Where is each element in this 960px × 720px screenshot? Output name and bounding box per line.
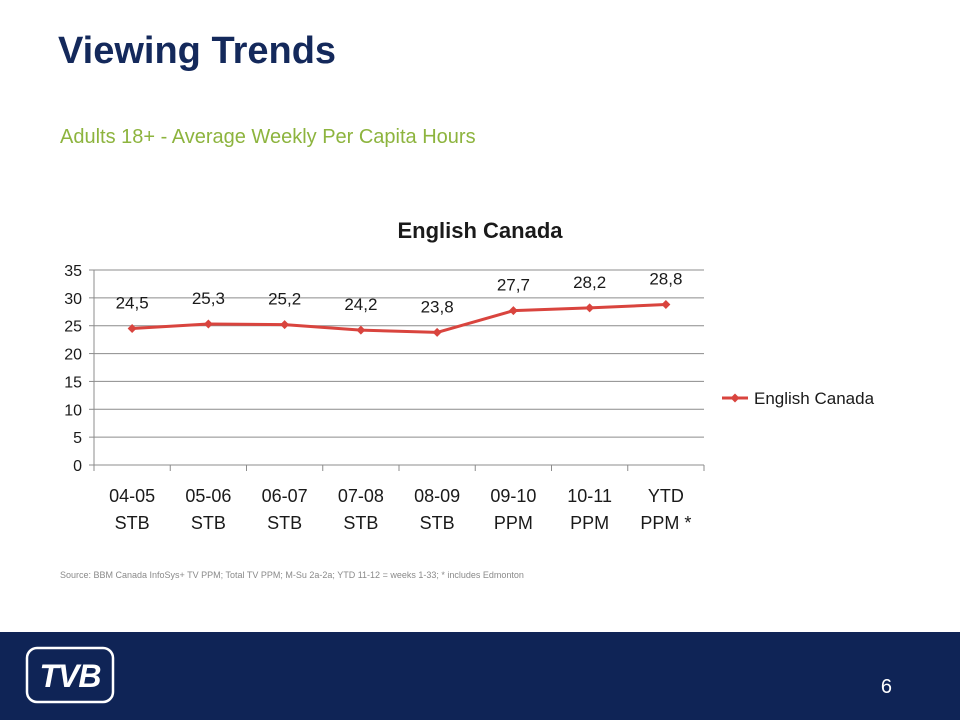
y-tick-label: 20: [64, 347, 82, 364]
chart-gridlines: [94, 269, 704, 438]
slide-subtitle: Adults 18+ - Average Weekly Per Capita H…: [60, 126, 476, 148]
y-tick-label: 0: [73, 458, 82, 475]
series-line: [132, 303, 666, 334]
page-number: 6: [880, 676, 892, 698]
legend-label: English Canada: [754, 389, 875, 408]
y-tick-label: 35: [64, 263, 82, 280]
chart-axes: [89, 269, 705, 471]
tvb-logo: TVB: [25, 646, 115, 704]
footer-bar: TVB 6: [0, 632, 960, 720]
data-label: 24,2: [344, 295, 377, 314]
data-point-marker: [585, 303, 595, 313]
data-label: 28,8: [649, 270, 682, 289]
y-tick-label: 15: [64, 374, 82, 391]
data-label: 25,3: [192, 289, 225, 308]
x-tick-label: 07-08 STB: [338, 486, 384, 533]
data-point-marker: [127, 324, 137, 333]
x-tick-label: YTD PPM *: [640, 486, 691, 533]
x-tick-label: 04-05 STB: [109, 486, 155, 533]
svg-text:TVB: TVB: [40, 658, 101, 694]
y-tick-label: 25: [64, 319, 82, 336]
data-label: 23,8: [421, 297, 454, 316]
x-tick-label: 10-11 PPM: [567, 486, 612, 533]
y-tick-label: 5: [73, 430, 82, 447]
y-tick-label: 30: [64, 291, 82, 308]
y-tick-label: 10: [64, 402, 82, 419]
data-point-marker: [508, 306, 518, 316]
data-point-marker: [203, 319, 213, 329]
slide-title: Viewing Trends: [58, 30, 337, 72]
data-label: 27,7: [497, 276, 530, 295]
x-tick-label: 09-10 PPM: [490, 486, 536, 533]
data-label: 24,5: [116, 294, 149, 313]
data-label: 25,2: [268, 290, 301, 309]
legend-marker: [730, 393, 740, 403]
data-point-marker: [661, 300, 671, 310]
data-point-marker: [432, 327, 442, 337]
x-axis-tick-labels: 04-05 STB 05-06 STB 06-07 STB 07-08 STB 08-09 STB…: [109, 486, 691, 533]
y-axis-tick-labels: 0 5 10 15 20 25 30 35: [64, 263, 82, 475]
x-tick-label: 08-09 STB: [414, 486, 460, 533]
data-point-marker: [280, 320, 290, 330]
data-label: 28,2: [573, 273, 606, 292]
x-tick-label: 06-07 STB: [262, 486, 308, 533]
chart-series: 24,5 25,3 25,2 24,2 23,8 27,7 28,2 28,8: [116, 270, 682, 337]
x-tick-label: 05-06 STB: [185, 486, 231, 533]
data-point-marker: [356, 325, 366, 335]
chart-title: English Canada: [397, 218, 563, 243]
source-note: Source: BBM Canada InfoSys+ TV PPM; Tota…: [60, 570, 524, 580]
line-chart: English Canada 0 5 10 15 20 25 30 35 04-05 STB 05…: [64, 218, 875, 533]
chart-legend: English Canada: [722, 389, 875, 408]
